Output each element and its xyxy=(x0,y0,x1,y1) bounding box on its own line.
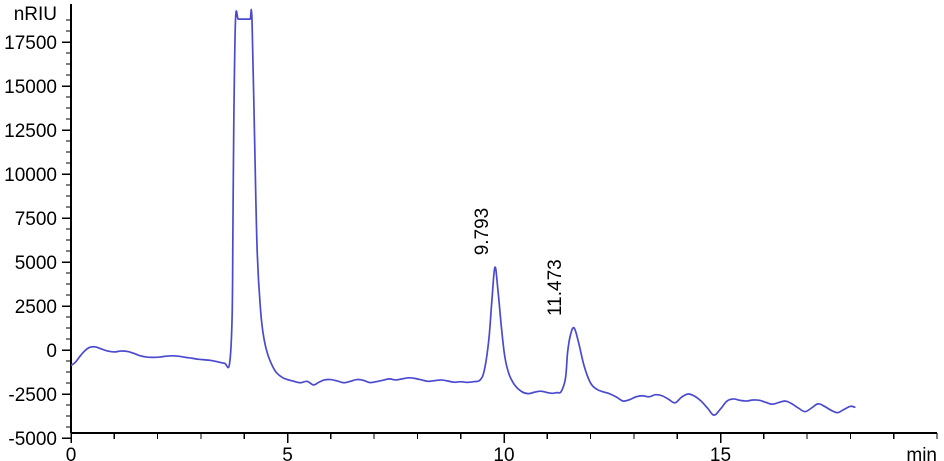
y-tick-label: 10000 xyxy=(4,165,57,186)
peak-retention-time-label: 11.473 xyxy=(545,259,566,316)
x-tick-label: 10 xyxy=(493,445,514,461)
x-tick-label: 0 xyxy=(66,445,77,461)
y-tick-label: 5000 xyxy=(15,253,57,274)
y-tick-label: 15000 xyxy=(4,77,57,98)
peak-retention-time-label: 9.793 xyxy=(472,208,493,256)
y-axis-minor-ticks xyxy=(66,19,71,428)
y-tick-label: 0 xyxy=(46,341,57,362)
y-tick-label: 12500 xyxy=(4,121,57,142)
x-axis-unit-label: min xyxy=(906,445,937,461)
y-axis-tick-labels: -5000 -2500 0 2500 5000 7500 10000 12500 15000 17… xyxy=(4,33,57,450)
signal-trace-group xyxy=(71,8,856,416)
peak-annotations: 9.793 11.473 xyxy=(472,208,566,316)
y-tick-label: -5000 xyxy=(8,429,57,450)
y-axis-unit-label: nRIU xyxy=(14,4,57,25)
signal-trace xyxy=(71,8,856,416)
y-tick-label: -2500 xyxy=(8,385,57,406)
y-tick-label: 2500 xyxy=(15,297,57,318)
x-axis-major-ticks xyxy=(70,433,722,443)
x-axis-tick-labels: 0 5 10 15 xyxy=(66,445,731,461)
x-tick-label: 5 xyxy=(282,445,293,461)
y-tick-label: 17500 xyxy=(4,33,57,54)
x-tick-label: 15 xyxy=(710,445,731,461)
y-tick-label: 7500 xyxy=(15,209,57,230)
y-axis-major-ticks xyxy=(62,41,71,439)
x-axis-minor-ticks xyxy=(113,433,938,439)
